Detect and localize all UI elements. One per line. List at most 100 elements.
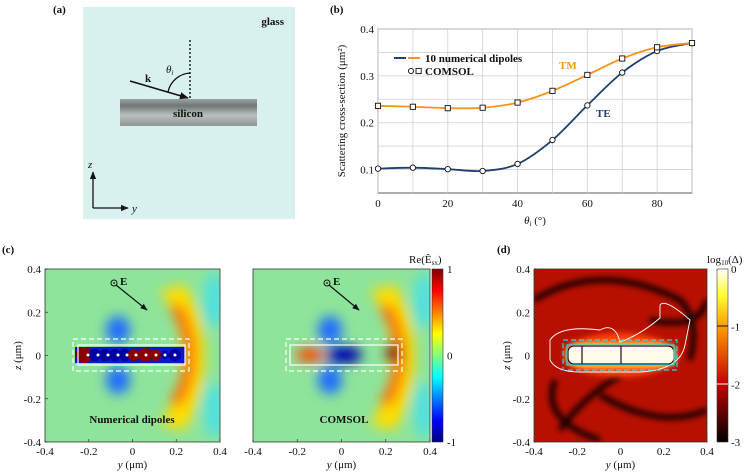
theta-symbol: θ (166, 64, 172, 76)
y-axis-var: z (12, 365, 24, 371)
x-axis-unit: (μm) (611, 459, 636, 471)
error-map (534, 269, 707, 442)
y-tick-label: 0 (36, 351, 42, 363)
y-tick-label: 0.2 (27, 307, 41, 319)
x-tick-label: 80 (652, 198, 664, 210)
x-axis-title: y (μm) (326, 459, 357, 471)
tick-labels: 0 20 40 60 80 0.1 0.2 0.3 0.4 (360, 24, 663, 210)
x-tick-label: -0.2 (80, 446, 97, 458)
legend-dipoles: 10 numerical dipoles (425, 53, 523, 65)
left-map-title: Numerical dipoles (89, 414, 175, 426)
cb-d-title-main: log (707, 254, 722, 266)
panel-b: (b) 0 20 40 60 80 0.1 0.2 0.3 0.4 Scattering cro… (330, 4, 696, 228)
z-axis-label: z (87, 159, 93, 171)
x-tick-label: 60 (582, 198, 594, 210)
x-tick-label: -0.4 (525, 446, 543, 458)
y-tick-label: 0.4 (27, 264, 41, 276)
y-tick-label: -0.4 (513, 437, 531, 449)
x-tick-label: 0 (130, 446, 136, 458)
colorbar-jet (431, 268, 444, 443)
silicon-bar (120, 99, 257, 126)
theta-subscript: i (171, 69, 173, 77)
x-tick-label: 0.4 (700, 446, 714, 458)
y-tick-label: 0.1 (360, 165, 374, 177)
cb-c-close: ) (438, 254, 442, 266)
y-tick-label: 0.2 (360, 118, 374, 130)
y-axis-title: z (μm) (12, 341, 24, 371)
y-tick-label: 0.3 (360, 71, 374, 83)
x-tick-label: 0.2 (657, 446, 671, 458)
colorbar-c-title: Re(Êsx) (409, 254, 442, 267)
data-point-te (479, 167, 486, 175)
data-point-tm (444, 105, 451, 112)
e-field-out-of-plane-icon (110, 279, 118, 287)
glass-label: glass (261, 16, 284, 28)
x-axis-unit: (μm) (332, 459, 357, 471)
y-tick-label: -0.4 (24, 437, 42, 449)
x-tick-label: 0.2 (169, 446, 183, 458)
y-axis-label: y (131, 203, 137, 215)
data-point-tm (479, 104, 486, 111)
panel-a-label: (a) (53, 4, 66, 16)
colorbar-hot (716, 268, 729, 443)
k-label: k (145, 73, 152, 85)
y-tick-label: 0.4 (516, 264, 530, 276)
x-title-sub: i (529, 220, 531, 228)
dipole-circles (76, 347, 181, 363)
colorbar-tick-label: 1 (447, 264, 453, 276)
x-axis-var: y (326, 459, 332, 471)
x-tick-label: 0.2 (379, 446, 393, 458)
x-axis-var: y (605, 459, 611, 471)
y-tick-label: 0.4 (360, 24, 374, 36)
x-tick-label: 0 (375, 198, 381, 210)
angle-arc (167, 72, 191, 93)
panel-a: (a) glass silicon k θi z y (53, 4, 295, 219)
x-tick-label: 0.4 (423, 446, 437, 458)
panel-b-label: (b) (330, 4, 344, 16)
legend: 10 numerical dipoles COMSOL (394, 53, 523, 78)
panel-d: (d) log10(Δ) -0.4-0.4- (497, 244, 743, 471)
data-point-tm (688, 40, 696, 47)
x-tick-label: 0 (339, 446, 345, 458)
colorbar-tick-label: -1 (447, 437, 456, 449)
data-point-te (549, 136, 556, 144)
x-title-main: θ (524, 215, 530, 227)
x-tick-label: 0 (618, 446, 624, 458)
k-arrow (129, 80, 189, 100)
y-axis-unit: (μm) (12, 341, 24, 366)
e-label-left: E (120, 276, 127, 288)
series-markers (374, 39, 696, 175)
data-point-tm (374, 102, 382, 109)
cb-c-title-sub: sx (432, 259, 439, 267)
panel-c-label: (c) (2, 244, 15, 256)
colorbar-tick-label: -2 (731, 379, 740, 391)
data-point-te (409, 164, 417, 171)
data-point-te (514, 160, 521, 168)
data-point-te (444, 165, 451, 173)
panel-d-label: (d) (497, 244, 511, 256)
right-map-title: COMSOL (320, 414, 369, 426)
data-point-te (374, 165, 382, 172)
y-axis-unit: (μm) (501, 341, 513, 366)
x-tick-label: 40 (512, 198, 524, 210)
x-tick-label: -0.2 (289, 446, 306, 458)
x-tick-label: -0.4 (244, 446, 262, 458)
x-tick-label: -0.2 (569, 446, 586, 458)
field-map-numerical (45, 269, 220, 442)
data-point-tm (584, 71, 591, 78)
data-point-te (584, 102, 591, 109)
y-tick-label: -0.2 (24, 394, 41, 406)
grid (377, 28, 693, 193)
y-axis-title: Scattering cross-section (μm²) (336, 44, 348, 177)
series-lines (377, 42, 693, 173)
silicon-label: silicon (173, 108, 203, 120)
colorbar-tick-label: 0 (731, 264, 737, 276)
theta-label: θi (166, 64, 173, 77)
x-axis-var: y (117, 459, 123, 471)
data-point-tm (514, 99, 521, 106)
data-point-tm (409, 103, 416, 110)
